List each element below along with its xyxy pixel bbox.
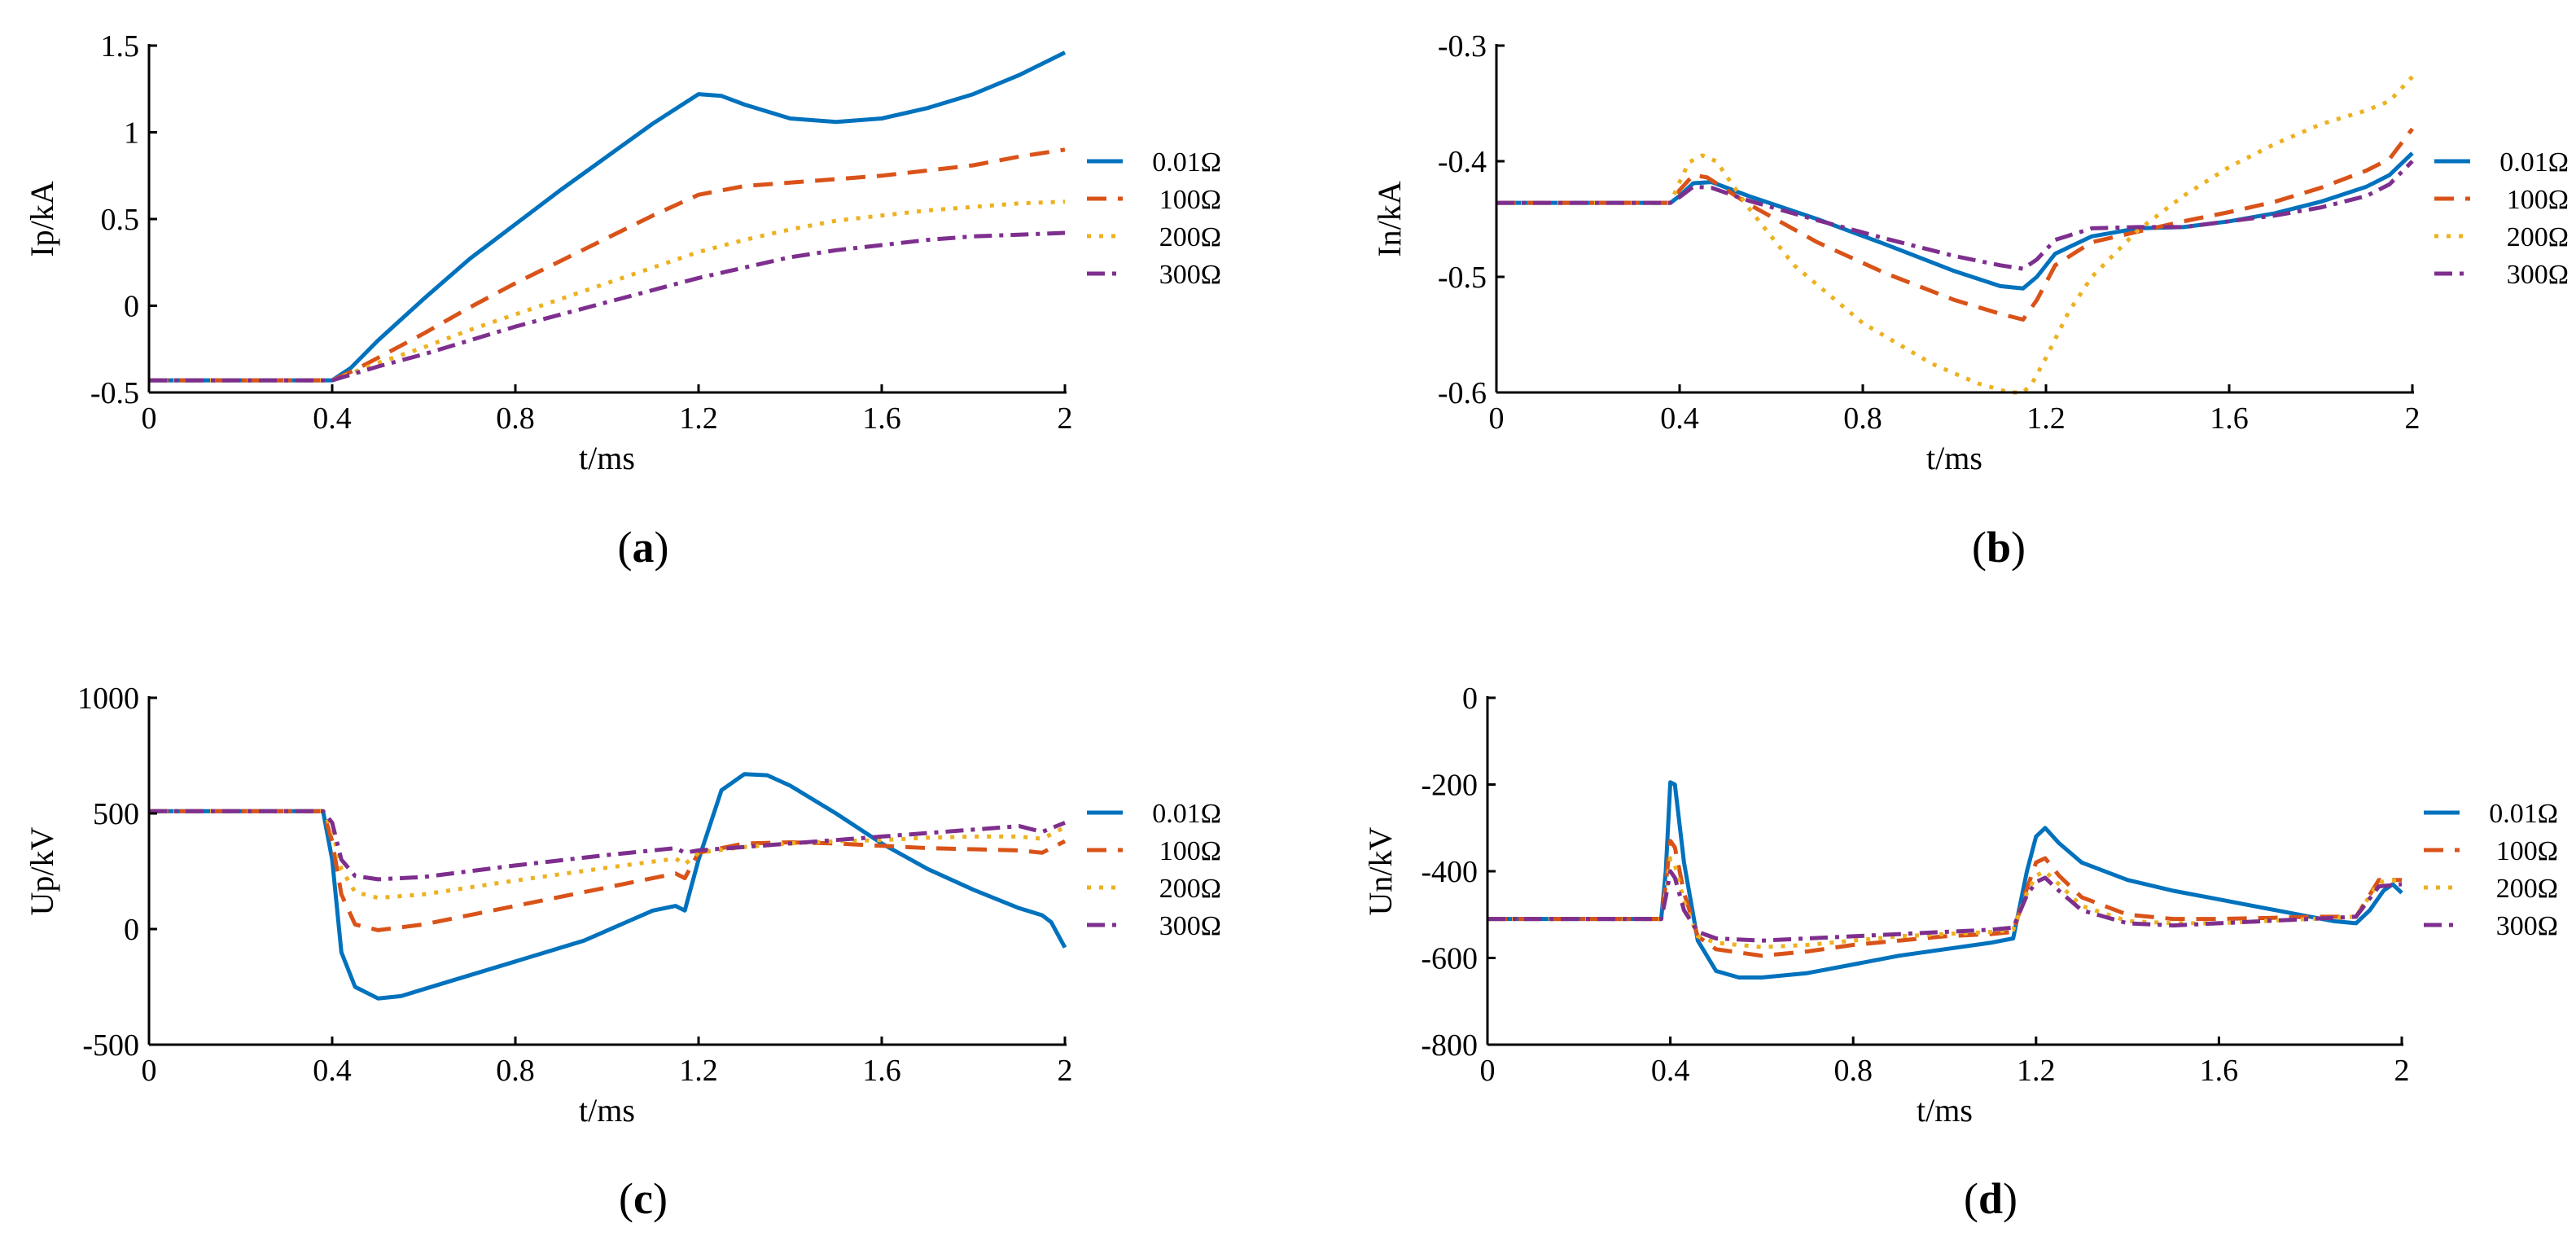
series-line-d-1 <box>1487 839 2402 958</box>
y-tick-label-c: 0 <box>124 913 139 947</box>
legend-d: 0.01Ω 100Ω 200Ω 300Ω <box>2424 799 2558 941</box>
panel-label-d: (d) <box>1964 1174 2017 1223</box>
x-axis-label-d: t/ms <box>1917 1092 1973 1129</box>
series-line-d-3 <box>1487 869 2403 943</box>
x-tick-label-d: 0 <box>1480 1054 1496 1088</box>
y-axis-label-d: Un/kV <box>1362 826 1399 915</box>
x-tick-label-c: 2 <box>1058 1054 1073 1088</box>
legend-label-d-1: 100Ω <box>2496 836 2558 866</box>
series-line-a-3 <box>149 230 1066 383</box>
chart-panel-b: 0 0.4 0.8 1.2 1.6 2 -0.6 -0.5 -0.4 -0.3 t/ms In/kA 0… <box>1371 29 2569 572</box>
legend-label-a-0: 0.01Ω <box>1152 147 1221 178</box>
x-axis-label-c: t/ms <box>579 1092 635 1129</box>
legend-label-b-2: 200Ω <box>2507 222 2569 252</box>
legend-label-b-0: 0.01Ω <box>2499 147 2569 178</box>
panel-label-a: (a) <box>618 523 669 572</box>
x-axis-label-a: t/ms <box>579 440 635 476</box>
x-tick-label-d: 0.8 <box>1833 1054 1873 1088</box>
series-line-a-0 <box>149 50 1067 383</box>
chart-panel-c: 0 0.4 0.8 1.2 1.6 2-50005001000t/msUp/kV0.01Ω… <box>24 682 1221 1223</box>
legend-label-c-2: 200Ω <box>1159 874 1221 904</box>
y-tick-label-d: -200 <box>1421 769 1478 803</box>
legend-c: 0.01Ω 100Ω 200Ω 300Ω <box>1087 799 1221 941</box>
series-line-a-2 <box>149 199 1066 383</box>
y-tick-label-a: 1.5 <box>101 29 140 64</box>
x-tick-label-a: 0.8 <box>496 401 535 436</box>
y-tick-label-a: -0.5 <box>90 376 139 410</box>
y-axis-label-c: Up/kV <box>24 826 60 915</box>
y-tick-label-b: -0.5 <box>1438 261 1487 295</box>
y-tick-label-d: 0 <box>1462 682 1478 716</box>
x-tick-label-b: 1.2 <box>2026 401 2066 436</box>
x-tick-label-c: 0.4 <box>313 1054 352 1088</box>
series-line-b-2 <box>1496 75 2414 395</box>
legend-label-b-1: 100Ω <box>2507 185 2569 215</box>
x-tick-label-a: 0 <box>142 401 157 436</box>
y-tick-label-a: 0.5 <box>101 203 140 237</box>
y-tick-label-a: 1 <box>124 116 139 151</box>
y-tick-label-b: -0.4 <box>1438 145 1487 179</box>
legend-label-d-0: 0.01Ω <box>2489 799 2558 829</box>
series-line-c-3 <box>149 809 1066 882</box>
legend-label-a-1: 100Ω <box>1159 185 1221 215</box>
legend-label-c-1: 100Ω <box>1159 836 1221 866</box>
legend-label-a-3: 300Ω <box>1159 260 1221 290</box>
legend-a: 0.01Ω 100Ω 200Ω 300Ω <box>1087 147 1221 290</box>
y-tick-label-a: 0 <box>124 290 139 324</box>
y-axis-label-a: Ip/kA <box>24 181 60 256</box>
y-tick-label-d: -600 <box>1421 942 1478 976</box>
x-tick-label-c: 0 <box>142 1054 157 1088</box>
legend-label-d-2: 200Ω <box>2496 874 2558 904</box>
y-tick-label-c: 500 <box>93 797 139 831</box>
series-line-b-3 <box>1496 160 2414 271</box>
y-tick-label-b: -0.6 <box>1438 376 1487 410</box>
legend-label-a-2: 200Ω <box>1159 222 1221 252</box>
y-tick-label-d: -800 <box>1421 1028 1478 1063</box>
chart-panel-d: 0 0.4 0.8 1.2 1.6 2 -800 -600 -400 -200 0 t/ms Un/kV… <box>1362 682 2558 1223</box>
series-line-b-0 <box>1496 151 2414 291</box>
x-axis-label-b: t/ms <box>1926 440 1982 476</box>
x-tick-label-d: 0.4 <box>1651 1054 1690 1088</box>
x-tick-label-b: 0 <box>1489 401 1505 436</box>
y-axis-label-b: In/kA <box>1371 181 1408 256</box>
series-line-d-2 <box>1487 856 2403 949</box>
series-line-c-0 <box>149 772 1067 1001</box>
x-tick-label-a: 1.2 <box>679 401 718 436</box>
x-tick-label-b: 1.6 <box>2210 401 2249 436</box>
x-tick-label-d: 2 <box>2394 1054 2410 1088</box>
series-line-d-0 <box>1487 780 2403 980</box>
series-line-c-1 <box>149 809 1067 932</box>
legend-label-b-3: 300Ω <box>2507 260 2569 290</box>
legend-label-d-3: 300Ω <box>2496 911 2558 941</box>
legend-b: 0.01Ω 100Ω 200Ω 300Ω <box>2434 147 2569 290</box>
legend-label-c-0: 0.01Ω <box>1152 799 1221 829</box>
y-tick-label-b: -0.3 <box>1438 29 1487 64</box>
x-tick-label-d: 1.6 <box>2200 1054 2239 1088</box>
x-tick-label-a: 2 <box>1058 401 1073 436</box>
x-tick-label-b: 2 <box>2405 401 2420 436</box>
chart-panel-a: 0 0.4 0.8 1.2 1.6 2-0.500.511.5t/msIp/kA0.01Ω… <box>24 29 1221 572</box>
panel-label-b: (b) <box>1972 523 2026 572</box>
x-tick-label-c: 1.2 <box>679 1054 718 1088</box>
y-tick-label-c: -500 <box>82 1028 139 1063</box>
y-tick-label-d: -400 <box>1421 855 1478 889</box>
series-line-b-1 <box>1496 127 2414 322</box>
x-tick-label-a: 1.6 <box>862 401 901 436</box>
x-tick-label-c: 0.8 <box>496 1054 535 1088</box>
x-tick-label-b: 0.8 <box>1843 401 1882 436</box>
panel-label-c: (c) <box>619 1174 668 1223</box>
x-tick-label-c: 1.6 <box>862 1054 901 1088</box>
legend-label-c-3: 300Ω <box>1159 911 1221 941</box>
x-tick-label-b: 0.4 <box>1660 401 1699 436</box>
series-line-a-1 <box>149 147 1066 383</box>
x-tick-label-d: 1.2 <box>2017 1054 2056 1088</box>
y-tick-label-c: 1000 <box>77 682 139 716</box>
x-tick-label-a: 0.4 <box>313 401 352 436</box>
